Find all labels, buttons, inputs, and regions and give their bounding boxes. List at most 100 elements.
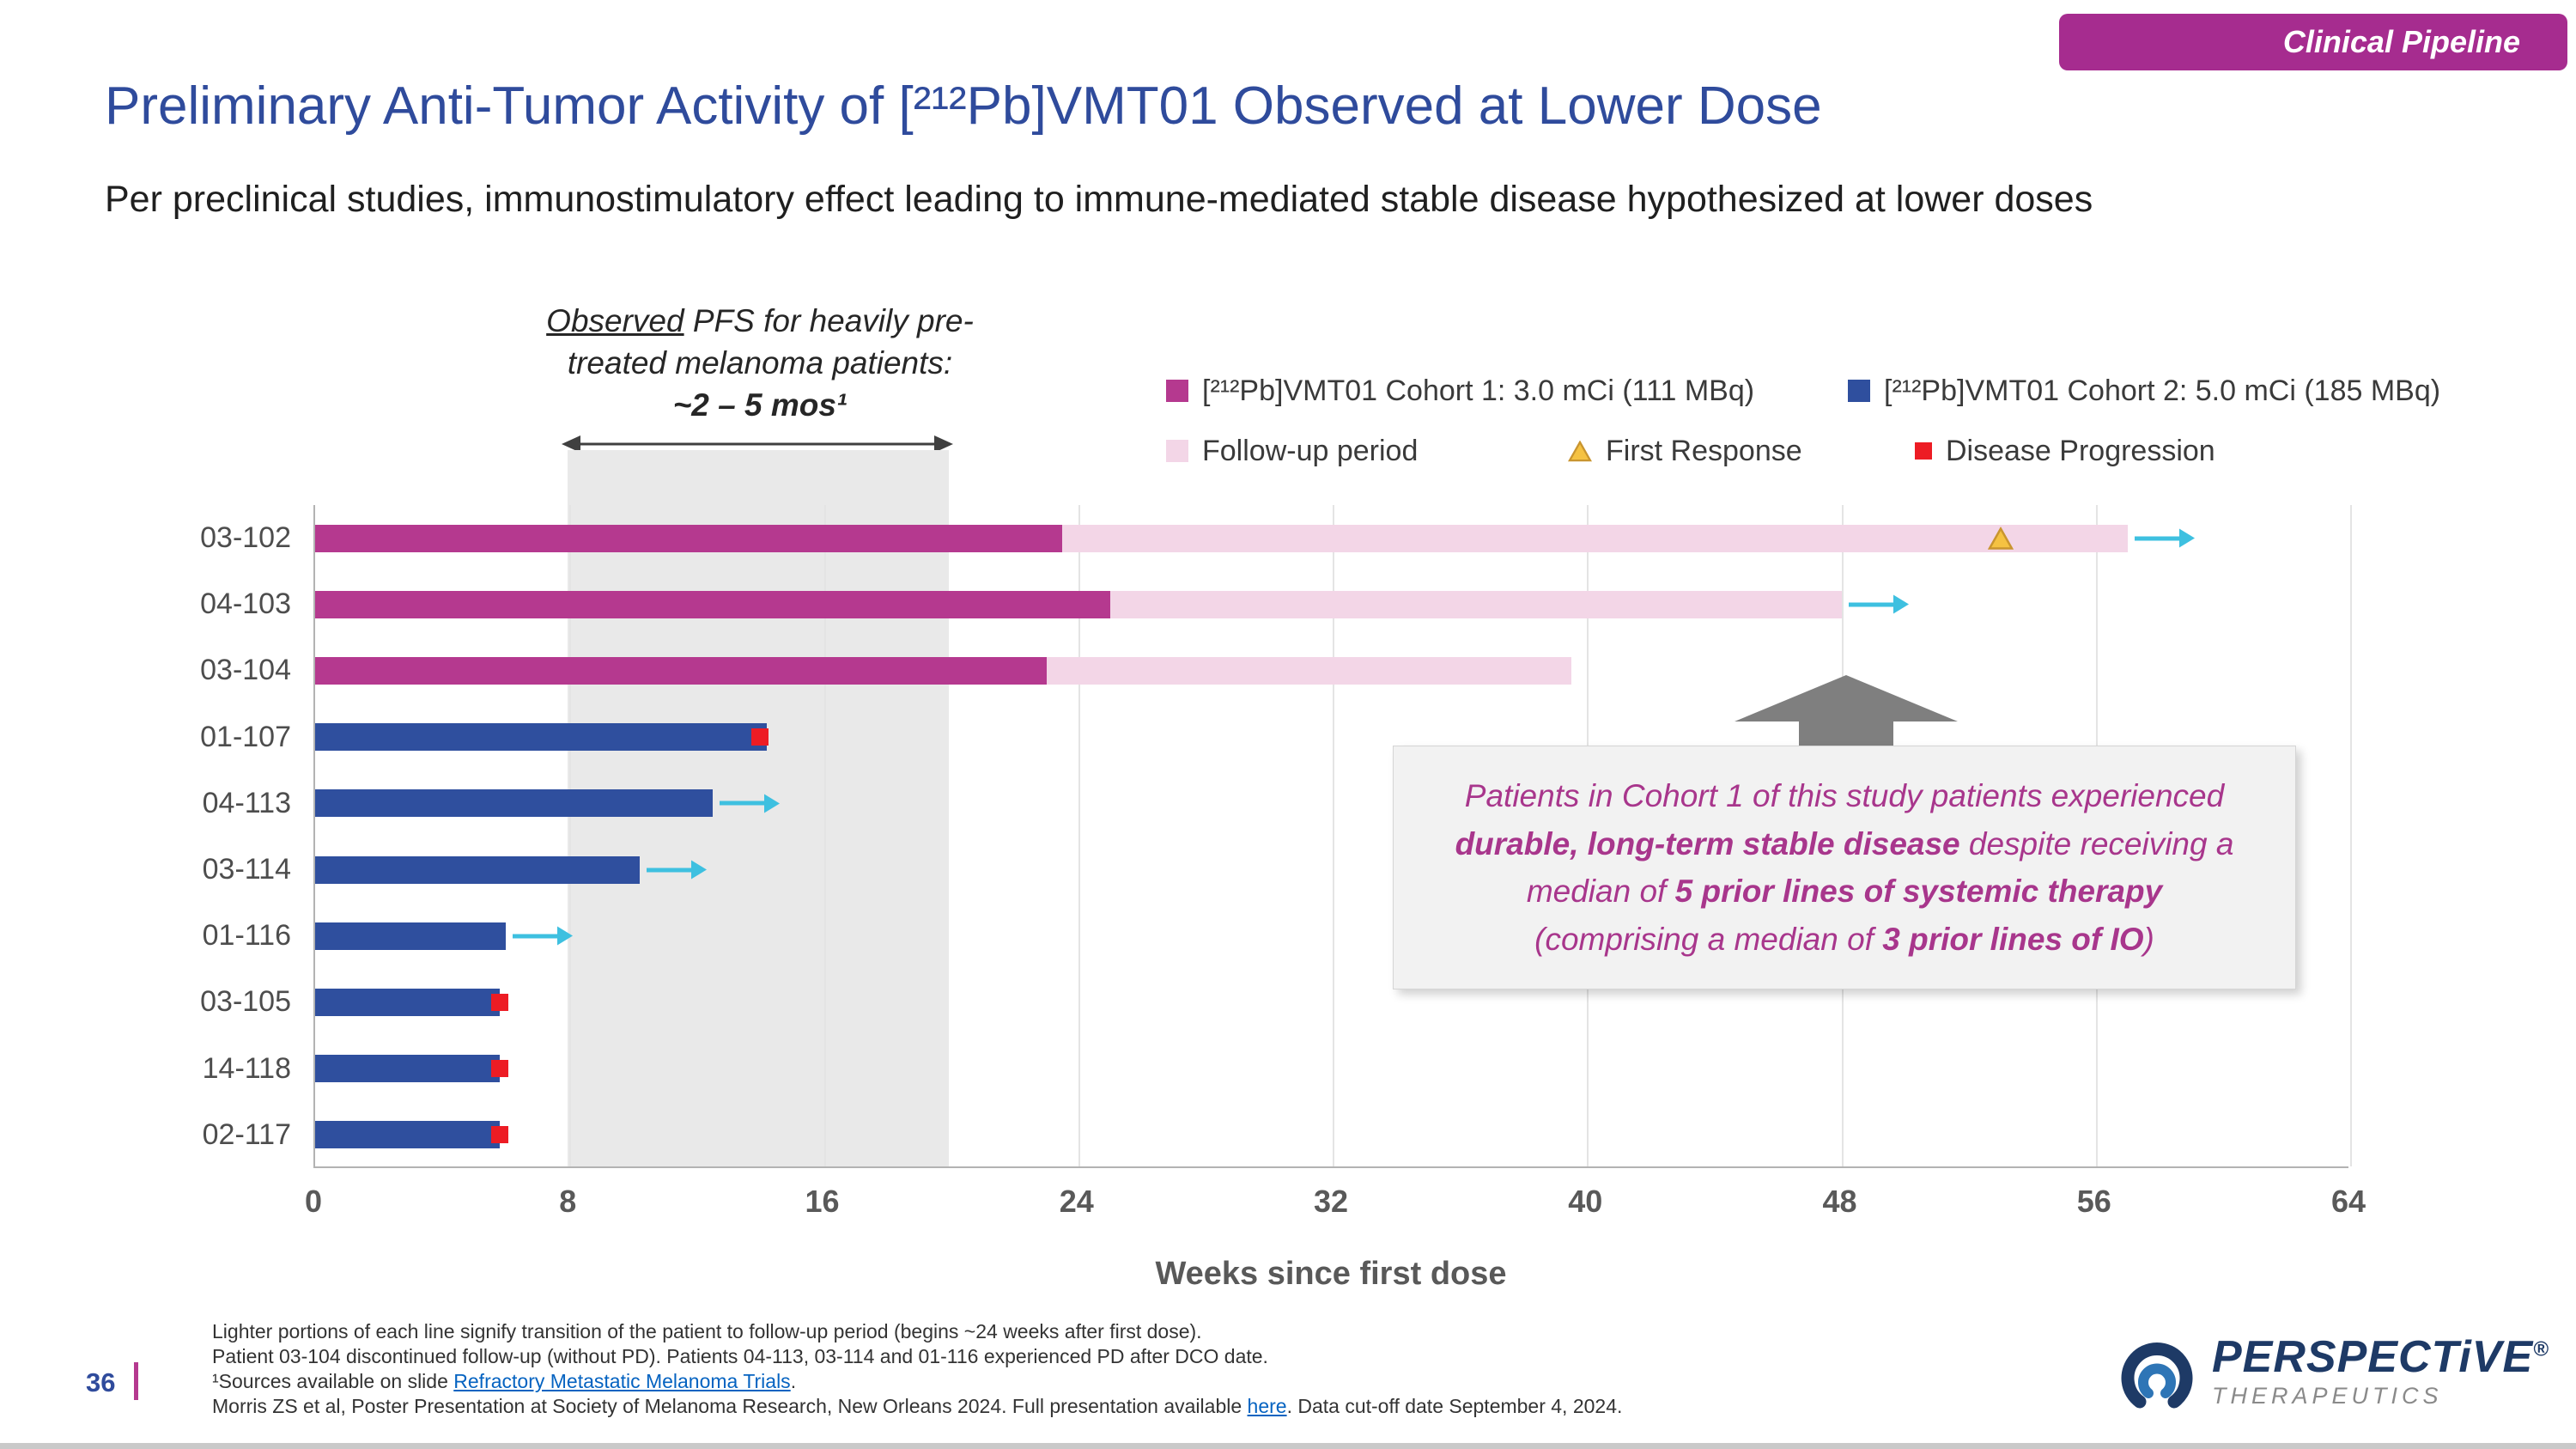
patient-row: 03-114 bbox=[203, 837, 2348, 903]
x-tick-label: 48 bbox=[1822, 1184, 1857, 1219]
footnote-link[interactable]: Refractory Metastatic Melanoma Trials bbox=[453, 1370, 791, 1392]
legend-progression-label: Disease Progression bbox=[1946, 434, 2215, 467]
treatment-bar bbox=[315, 723, 767, 752]
page-accent-bar bbox=[134, 1362, 138, 1400]
followup-bar bbox=[1062, 524, 2128, 552]
gridline bbox=[1333, 505, 1334, 1166]
legend-first-response: First Response bbox=[1568, 434, 1802, 468]
patient-label: 03-102 bbox=[200, 521, 291, 555]
disease-progression-marker bbox=[490, 1126, 508, 1144]
legend-cohort2: [²¹²Pb]VMT01 Cohort 2: 5.0 mCi (185 MBq) bbox=[1848, 374, 2440, 408]
callout-box: Patients in Cohort 1 of this study patie… bbox=[1393, 746, 2296, 989]
treatment-bar bbox=[315, 1121, 500, 1149]
treatment-bar bbox=[315, 524, 1063, 552]
pfs-annotation-line1: Observed PFS for heavily pre- bbox=[481, 301, 1039, 343]
x-tick-label: 56 bbox=[2076, 1184, 2111, 1219]
legend-cohort1-label: [²¹²Pb]VMT01 Cohort 1: 3.0 mCi (111 MBq) bbox=[1202, 374, 1755, 407]
ongoing-arrow-icon bbox=[719, 801, 764, 806]
followup-bar bbox=[1109, 590, 1842, 618]
page-number: 36 bbox=[86, 1367, 116, 1397]
slide-bottom-edge bbox=[0, 1443, 2576, 1449]
ongoing-arrow-icon bbox=[513, 934, 558, 939]
callout-line: durable, long-term stable disease despit… bbox=[1455, 825, 2234, 861]
legend-cohort1: [²¹²Pb]VMT01 Cohort 1: 3.0 mCi (111 MBq) bbox=[1166, 374, 1754, 408]
followup-bar bbox=[1046, 656, 1571, 685]
patient-label: 03-104 bbox=[200, 654, 291, 687]
footnote-line: Lighter portions of each line signify tr… bbox=[212, 1320, 1202, 1342]
page-subtitle: Per preclinical studies, immunostimulato… bbox=[105, 179, 2093, 220]
gridline bbox=[2350, 505, 2352, 1166]
footnote-link[interactable]: here bbox=[1247, 1395, 1287, 1417]
callout-line: Patients in Cohort 1 of this study patie… bbox=[1464, 778, 2225, 813]
treatment-bar bbox=[315, 988, 500, 1016]
pfs-annotation-rest: PFS for heavily pre- bbox=[683, 303, 974, 338]
clinical-pipeline-badge: Clinical Pipeline bbox=[2059, 14, 2567, 70]
pfs-annotation-line2: treated melanoma patients: bbox=[567, 344, 953, 381]
ongoing-arrow-icon bbox=[2134, 536, 2179, 541]
patient-row: 14-118 bbox=[203, 1036, 2348, 1102]
footnotes: Lighter portions of each line signify tr… bbox=[212, 1319, 1622, 1419]
patient-row: 01-107 bbox=[200, 704, 2348, 770]
x-tick-label: 16 bbox=[805, 1184, 840, 1219]
logo-brand-name: PERSPECTiVE bbox=[2212, 1332, 2534, 1382]
disease-progression-marker bbox=[490, 993, 508, 1011]
legend-followup-label: Follow-up period bbox=[1202, 434, 1419, 467]
patient-row: 04-113 bbox=[203, 770, 2348, 837]
logo-text: PERSPECTiVE® THERAPEUTICS bbox=[2212, 1326, 2549, 1409]
x-axis-title: Weeks since first dose bbox=[1155, 1256, 1507, 1292]
treatment-bar bbox=[315, 590, 1110, 618]
treatment-bar bbox=[315, 789, 713, 818]
patient-row: 03-102 bbox=[200, 505, 2348, 571]
disease-progression-marker bbox=[490, 1060, 508, 1078]
footnote-line: ¹Sources available on slide Refractory M… bbox=[212, 1370, 797, 1392]
patient-label: 02-117 bbox=[202, 1117, 291, 1151]
x-tick-label: 0 bbox=[304, 1184, 323, 1219]
gridline bbox=[569, 505, 572, 1166]
pfs-annotation-range: ~2 – 5 mos¹ bbox=[672, 387, 848, 423]
footnote-line: Morris ZS et al, Poster Presentation at … bbox=[212, 1395, 1623, 1417]
perspective-logo-icon bbox=[2121, 1342, 2193, 1409]
callout-arrow-stem bbox=[1799, 720, 1893, 747]
footnote-line: Patient 03-104 discontinued follow-up (w… bbox=[212, 1345, 1268, 1367]
pfs-annotation-underlined: Observed bbox=[546, 303, 684, 338]
company-logo: PERSPECTiVE® THERAPEUTICS bbox=[2114, 1326, 2549, 1412]
first-response-legend-icon bbox=[1568, 440, 1592, 461]
legend-followup: Follow-up period bbox=[1166, 434, 1418, 468]
cohort1-legend-icon bbox=[1166, 380, 1188, 402]
patient-label: 01-116 bbox=[202, 919, 291, 953]
x-tick-label: 8 bbox=[559, 1184, 577, 1219]
pfs-annotation: Observed PFS for heavily pre- treated me… bbox=[481, 301, 1039, 426]
range-span-arrow-icon bbox=[562, 435, 953, 453]
patient-row: 02-117 bbox=[203, 1102, 2348, 1168]
ongoing-arrow-icon bbox=[646, 868, 691, 873]
page-title: Preliminary Anti-Tumor Activity of [²¹²P… bbox=[105, 76, 1822, 136]
callout-arrow-icon bbox=[1735, 675, 1958, 721]
patient-row: 04-103 bbox=[200, 571, 2348, 637]
callout-line: (comprising a median of 3 prior lines of… bbox=[1534, 921, 2154, 957]
gridline bbox=[823, 505, 826, 1166]
first-response-marker bbox=[1987, 526, 2014, 550]
patient-label: 04-113 bbox=[202, 786, 291, 819]
treatment-bar bbox=[315, 922, 507, 950]
x-tick-label: 64 bbox=[2330, 1184, 2366, 1219]
followup-legend-icon bbox=[1166, 440, 1188, 462]
legend-progression: Disease Progression bbox=[1915, 434, 2215, 468]
patient-label: 04-103 bbox=[200, 588, 291, 621]
disease-progression-marker bbox=[751, 728, 769, 746]
legend-first-response-label: First Response bbox=[1606, 434, 1802, 467]
x-tick-label: 32 bbox=[1313, 1184, 1349, 1219]
patient-label: 14-118 bbox=[202, 1051, 291, 1085]
callout-line: median of 5 prior lines of systemic ther… bbox=[1526, 874, 2163, 909]
treatment-bar bbox=[315, 656, 1047, 685]
legend-cohort2-label: [²¹²Pb]VMT01 Cohort 2: 5.0 mCi (185 MBq) bbox=[1884, 374, 2441, 407]
patient-row: 03-104 bbox=[200, 637, 2348, 703]
logo-division: THERAPEUTICS bbox=[2212, 1383, 2443, 1409]
x-tick-label: 24 bbox=[1059, 1184, 1094, 1219]
x-tick-label: 40 bbox=[1568, 1184, 1603, 1219]
ongoing-arrow-icon bbox=[1848, 602, 1893, 607]
badge-label: Clinical Pipeline bbox=[2282, 24, 2520, 59]
cohort2-legend-icon bbox=[1848, 380, 1870, 402]
registered-mark: ® bbox=[2533, 1337, 2549, 1361]
swimmer-plot: 03-102 04-103 03-104 01-107 04-113 03-114 01-1… bbox=[200, 505, 2352, 1168]
patient-row: 01-116 bbox=[203, 903, 2348, 969]
